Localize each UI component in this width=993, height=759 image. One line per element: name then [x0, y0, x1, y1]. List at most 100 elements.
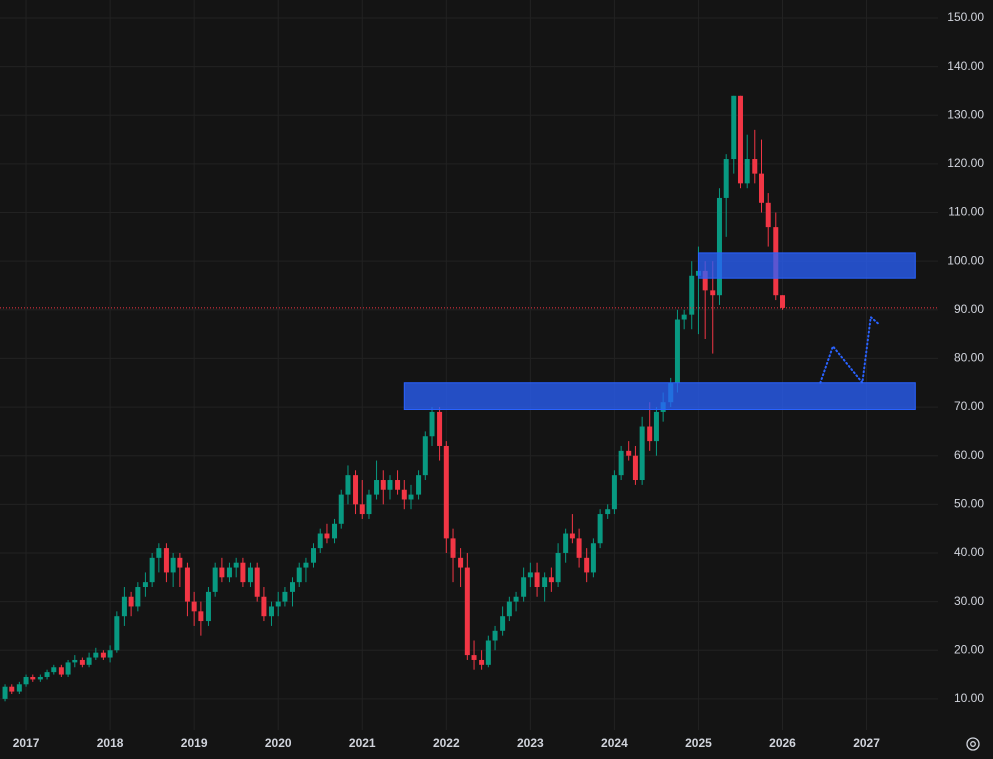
candle-body — [429, 411, 435, 437]
candle-body — [247, 567, 253, 583]
candle-body — [506, 601, 512, 617]
x-tick-label: 2022 — [433, 736, 460, 750]
candle-body — [632, 455, 638, 481]
x-tick-label: 2017 — [13, 736, 40, 750]
candle-body — [353, 475, 359, 505]
candle-body — [458, 557, 464, 568]
candle-body — [23, 676, 29, 685]
candle-body — [86, 657, 92, 665]
y-tick-label: 60.00 — [954, 448, 984, 462]
candle-body — [142, 582, 148, 588]
x-tick-label: 2025 — [685, 736, 712, 750]
candle-body — [618, 450, 624, 476]
x-tick-label: 2026 — [769, 736, 796, 750]
candle-body — [135, 587, 141, 607]
y-tick-label: 120.00 — [947, 156, 984, 170]
candle-body — [289, 582, 295, 592]
candle-body — [576, 538, 582, 558]
candle-body — [492, 630, 498, 641]
candle-body — [163, 548, 169, 573]
y-tick-label: 140.00 — [947, 59, 984, 73]
candle-body — [408, 494, 414, 500]
candle-body — [374, 480, 380, 495]
candle-body — [332, 523, 338, 539]
candle-body — [752, 159, 758, 174]
candle-body — [681, 314, 687, 320]
candle-body — [758, 173, 764, 203]
candle-body — [443, 445, 449, 539]
candle-body — [534, 572, 540, 588]
candle-body — [647, 426, 653, 442]
x-tick-label: 2024 — [601, 736, 628, 750]
candle-body — [324, 533, 330, 539]
projection-line — [819, 315, 881, 386]
candle-body — [563, 533, 569, 553]
candle-body — [548, 577, 554, 583]
y-tick-label: 130.00 — [947, 107, 984, 121]
candle-body — [170, 557, 176, 573]
x-tick-label: 2019 — [181, 736, 208, 750]
zone — [697, 252, 916, 279]
candle-body — [2, 686, 8, 699]
y-tick-label: 20.00 — [954, 642, 984, 656]
candle-body — [51, 667, 57, 673]
candle-body — [702, 270, 708, 291]
candle-body — [311, 548, 317, 563]
settings-icon[interactable] — [966, 737, 980, 751]
y-tick-label: 100.00 — [947, 253, 984, 267]
x-tick-label: 2027 — [853, 736, 880, 750]
candle-body — [416, 475, 422, 495]
candle-body — [275, 601, 281, 607]
y-tick-label: 30.00 — [954, 594, 984, 608]
candle-body — [30, 676, 36, 680]
x-tick-label: 2020 — [265, 736, 292, 750]
x-tick-label: 2021 — [349, 736, 376, 750]
candle-body — [184, 567, 190, 602]
candle-body — [317, 533, 323, 549]
candle-body — [569, 533, 575, 539]
candle-body — [240, 562, 246, 583]
zone — [403, 382, 916, 411]
candle-body — [177, 557, 183, 568]
candle-body — [723, 159, 729, 198]
candle-body — [542, 577, 548, 588]
candle-body — [479, 659, 485, 665]
candle-body — [121, 596, 127, 617]
y-tick-label: 80.00 — [954, 351, 984, 365]
x-tick-label: 2023 — [517, 736, 544, 750]
candle-body — [37, 676, 43, 680]
candle-body — [737, 95, 743, 184]
candle-body — [765, 202, 771, 228]
candle-body — [710, 290, 716, 296]
y-tick-label: 50.00 — [954, 497, 984, 511]
candle-body — [597, 514, 603, 544]
candle-body — [395, 480, 401, 490]
x-tick-label: 2018 — [97, 736, 124, 750]
candle-body — [128, 596, 134, 607]
candle-body — [450, 538, 456, 558]
candle-body — [611, 475, 617, 510]
candle-body — [653, 411, 659, 442]
y-tick-label: 40.00 — [954, 545, 984, 559]
candle-body — [437, 411, 443, 446]
candle-body — [44, 672, 50, 677]
candle-body — [590, 543, 596, 573]
candle-body — [464, 567, 470, 656]
candle-body — [500, 616, 506, 631]
candle-body — [471, 655, 477, 660]
candle-body — [303, 562, 309, 568]
candle-body — [527, 572, 533, 578]
candle-body — [72, 659, 78, 663]
candle-body — [780, 295, 786, 308]
candle-body — [513, 596, 519, 602]
candle-body — [149, 557, 155, 583]
candle-body — [584, 557, 590, 573]
candle-body — [65, 662, 71, 675]
candle-body — [114, 616, 120, 651]
candle-body — [156, 548, 162, 558]
candle-body — [58, 667, 64, 675]
candle-body — [521, 577, 527, 597]
candle-body — [716, 197, 722, 296]
y-tick-label: 110.00 — [948, 205, 984, 219]
